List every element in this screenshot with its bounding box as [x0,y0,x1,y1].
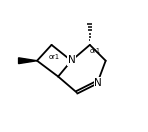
Text: or1: or1 [48,54,59,60]
Text: N: N [68,55,76,65]
Text: N: N [94,77,102,88]
Text: or1: or1 [89,48,100,54]
Polygon shape [18,58,37,64]
